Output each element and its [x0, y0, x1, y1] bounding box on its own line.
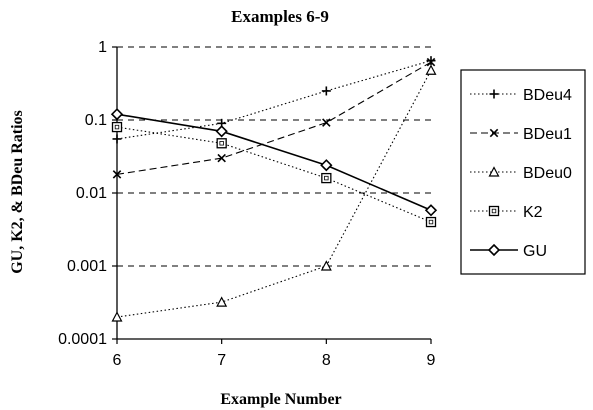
- series-group: [110, 56, 438, 322]
- x-tick-label-3: 9: [427, 352, 436, 369]
- point-bdeu4-9: [426, 56, 436, 66]
- y-tick-label-3: 0.001: [67, 258, 107, 275]
- point-bdeu1-9: [426, 57, 436, 67]
- point-gu-8: [320, 159, 333, 172]
- point-k2-7: [216, 138, 227, 149]
- y-tick-label-0: 1: [98, 39, 107, 56]
- point-bdeu1-8: [322, 118, 331, 127]
- chart-title: Examples 6-9: [231, 7, 329, 26]
- legend-marker-k2: [488, 205, 500, 217]
- legend-marker-bdeu0: [488, 166, 500, 177]
- y-tick-label-2: 0.01: [76, 185, 107, 202]
- x-axis-label: Example Number: [220, 391, 341, 408]
- point-gu-7: [215, 125, 228, 138]
- point-bdeu0-8: [320, 260, 332, 271]
- legend-label-gu: GU: [523, 243, 547, 260]
- point-k2-6: [111, 121, 123, 133]
- legend-marker-bdeu4: [489, 89, 499, 99]
- legend: BDeu4 BDeu1 BDeu0 K2 GU: [470, 87, 572, 260]
- x-tick-label-2: 8: [322, 352, 331, 369]
- series-line-k2: [116, 126, 432, 223]
- x-tick-labels: 6 7 8 9: [113, 352, 436, 369]
- point-bdeu4-8: [321, 86, 331, 96]
- series-line-bdeu0: [116, 70, 432, 318]
- y-tick-label-1: 0.1: [85, 112, 107, 129]
- legend-label-bdeu1: BDeu1: [523, 126, 572, 143]
- legend-box: [460, 69, 586, 275]
- point-bdeu4-6: [112, 134, 122, 144]
- point-bdeu1-7: [217, 153, 226, 163]
- legend-label-bdeu4: BDeu4: [523, 87, 572, 104]
- point-bdeu0-9: [425, 64, 437, 75]
- axes: [112, 46, 432, 344]
- point-gu-6: [110, 108, 124, 121]
- series-line-bdeu1: [116, 61, 432, 175]
- legend-marker-gu: [487, 243, 501, 257]
- series-line-bdeu4: [116, 60, 432, 140]
- point-bdeu0-6: [111, 311, 123, 322]
- legend-marker-bdeu1: [489, 128, 499, 138]
- y-tick-label-4: 0.0001: [58, 331, 107, 348]
- point-gu-9: [424, 204, 438, 217]
- point-k2-8: [321, 172, 332, 184]
- legend-label-bdeu0: BDeu0: [523, 165, 572, 182]
- point-bdeu1-6: [112, 170, 122, 179]
- legend-label-k2: K2: [523, 204, 543, 221]
- x-tick-label-1: 7: [217, 352, 226, 369]
- series-line-gu: [116, 113, 432, 212]
- grid-lines: [117, 46, 431, 267]
- x-tick-label-0: 6: [113, 352, 122, 369]
- y-axis-label: GU, K2, & BDeu Ratios: [9, 110, 26, 274]
- y-tick-labels: 1 0.1 0.01 0.001 0.0001: [58, 39, 107, 348]
- point-k2-9: [425, 216, 437, 228]
- point-bdeu0-7: [216, 296, 228, 307]
